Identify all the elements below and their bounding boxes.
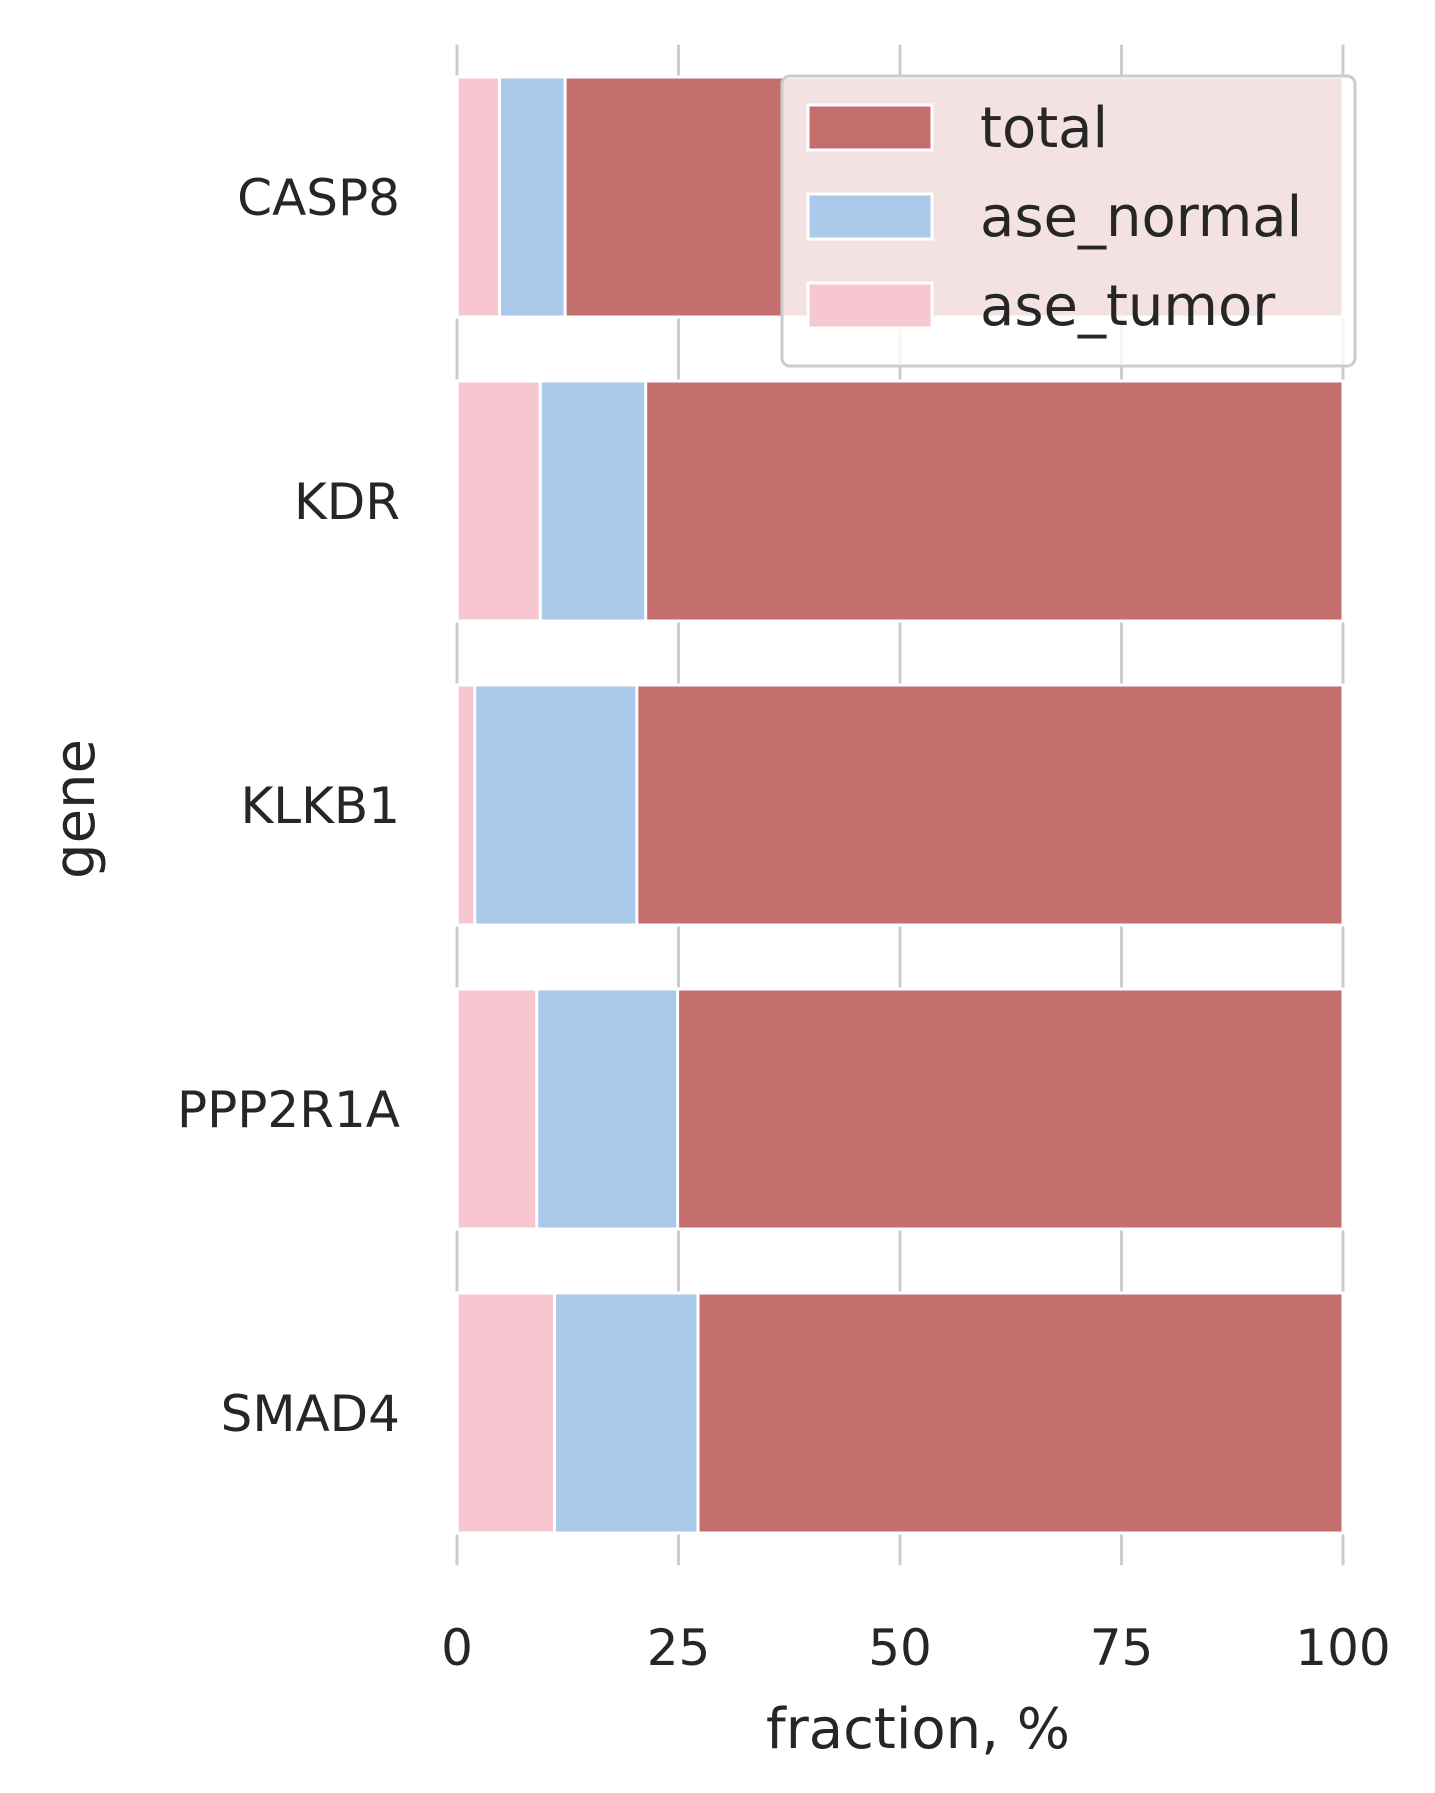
- bar-ase-tumor-casp8: [455, 75, 502, 319]
- bar-ase-tumor-klkb1: [455, 683, 477, 927]
- y-tick-label-klkb1: KLKB1: [240, 777, 400, 835]
- x-tick-label-1: 25: [647, 1619, 711, 1677]
- y-tick-label-casp8: CASP8: [237, 169, 400, 227]
- x-tick-label-3: 75: [1090, 1619, 1154, 1677]
- x-tick-label-2: 50: [868, 1619, 932, 1677]
- legend-swatch-ase-tumor: [806, 281, 934, 330]
- y-tick-labels: CASP8 KDR KLKB1 PPP2R1A SMAD4: [177, 169, 400, 1443]
- y-tick-label-ppp2r1a: PPP2R1A: [177, 1081, 400, 1139]
- legend-label-total: total: [980, 96, 1108, 161]
- legend-swatch-ase-normal: [806, 192, 934, 241]
- x-tick-label-4: 100: [1295, 1619, 1390, 1677]
- bars: [455, 75, 1345, 1535]
- y-tick-label-kdr: KDR: [294, 473, 400, 531]
- legend-label-ase-tumor: ase_tumor: [980, 274, 1276, 339]
- bar-ase-tumor-ppp2r1a: [455, 987, 539, 1231]
- bar-ase-tumor-smad4: [455, 1291, 556, 1535]
- x-tick-label-0: 0: [441, 1619, 473, 1677]
- y-tick-label-smad4: SMAD4: [221, 1385, 400, 1443]
- bar-ase-tumor-kdr: [455, 379, 542, 623]
- legend-swatch-total: [806, 103, 934, 152]
- x-tick-labels: 0 25 50 75 100: [441, 1619, 1391, 1677]
- bar-ase-normal-klkb1: [455, 683, 639, 927]
- legend: total ase_normal ase_tumor: [780, 74, 1357, 368]
- legend-label-ase-normal: ase_normal: [980, 185, 1302, 250]
- y-axis-label: gene: [43, 739, 108, 879]
- x-axis-label: fraction, %: [766, 1697, 1070, 1762]
